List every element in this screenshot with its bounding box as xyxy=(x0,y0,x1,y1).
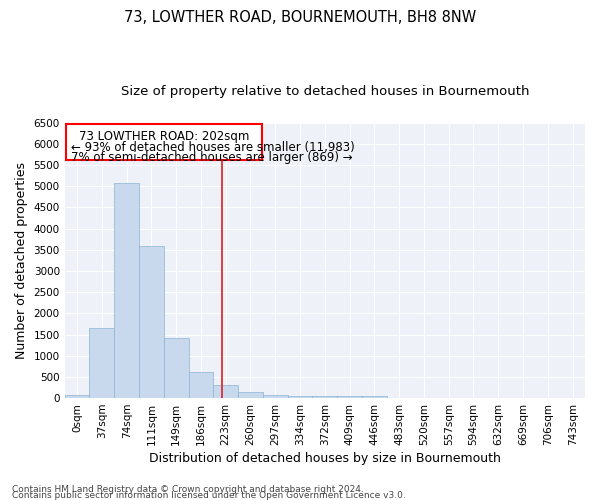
Title: Size of property relative to detached houses in Bournemouth: Size of property relative to detached ho… xyxy=(121,85,529,98)
X-axis label: Distribution of detached houses by size in Bournemouth: Distribution of detached houses by size … xyxy=(149,452,501,465)
Bar xyxy=(238,392,263,398)
Bar xyxy=(287,396,313,398)
Bar xyxy=(164,338,188,398)
FancyBboxPatch shape xyxy=(66,124,262,160)
Text: Contains public sector information licensed under the Open Government Licence v3: Contains public sector information licen… xyxy=(12,490,406,500)
Bar xyxy=(89,328,114,398)
Bar xyxy=(362,396,387,398)
Bar xyxy=(313,396,337,398)
Bar xyxy=(65,395,89,398)
Bar xyxy=(214,386,238,398)
Y-axis label: Number of detached properties: Number of detached properties xyxy=(15,162,28,359)
Text: Contains HM Land Registry data © Crown copyright and database right 2024.: Contains HM Land Registry data © Crown c… xyxy=(12,484,364,494)
Text: 73, LOWTHER ROAD, BOURNEMOUTH, BH8 8NW: 73, LOWTHER ROAD, BOURNEMOUTH, BH8 8NW xyxy=(124,10,476,25)
Text: 7% of semi-detached houses are larger (869) →: 7% of semi-detached houses are larger (8… xyxy=(71,151,352,164)
Bar xyxy=(263,395,287,398)
Bar xyxy=(139,246,164,398)
Text: 73 LOWTHER ROAD: 202sqm: 73 LOWTHER ROAD: 202sqm xyxy=(79,130,249,143)
Bar xyxy=(188,372,214,398)
Text: ← 93% of detached houses are smaller (11,983): ← 93% of detached houses are smaller (11… xyxy=(71,141,355,154)
Bar xyxy=(114,183,139,398)
Bar xyxy=(337,396,362,398)
